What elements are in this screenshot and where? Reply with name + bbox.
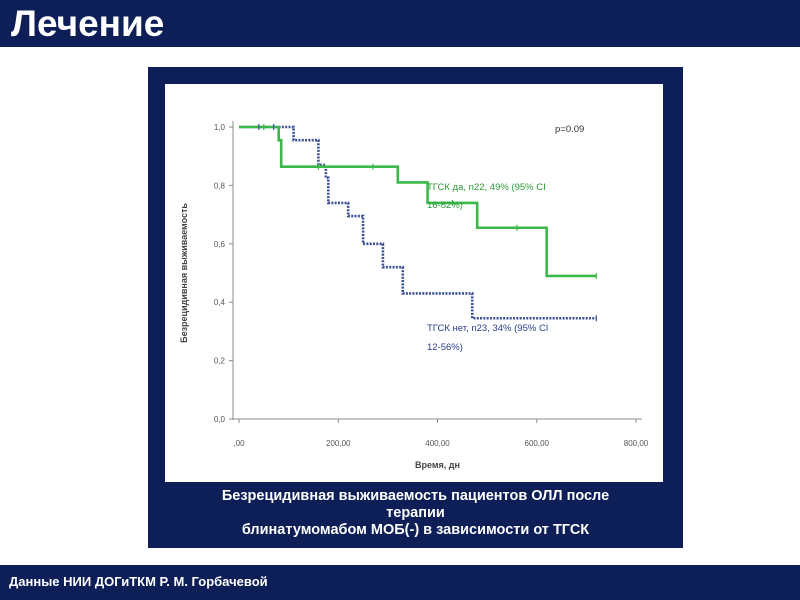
caption-line-1: Безрецидивная выживаемость пациентов ОЛЛ… <box>221 488 610 504</box>
footer-source: Данные НИИ ДОГиТКМ Р. М. Горбачевой <box>9 574 268 589</box>
y-tick-label: 0,4 <box>214 298 226 307</box>
series-label-tgsk-no: 12-56%) <box>427 342 463 353</box>
y-tick-label: 1,0 <box>214 123 226 132</box>
x-tick-label: 800,00 <box>624 439 649 448</box>
x-axis-label: Время, дн <box>415 460 460 470</box>
series-line-tgsk-no <box>239 125 597 320</box>
footer-bar: Данные НИИ ДОГиТКМ Р. М. Горбачевой <box>0 565 800 600</box>
series-label-tgsk-yes: 16-82%) <box>427 200 463 211</box>
p-value-annotation: p=0.09 <box>555 124 584 135</box>
series-label-tgsk-no: ТГСК нет, n23, 34% (95% CI <box>427 323 548 334</box>
chart-caption: Безрецидивная выживаемость пациентов ОЛЛ… <box>148 488 683 539</box>
x-tick-label: ,00 <box>233 439 245 448</box>
km-chart: 0,0 0,2 0,4 0,6 0,8 1,0 ,00 200,00 400,00 600,00 8… <box>179 121 649 470</box>
series-line-tgsk-yes <box>239 125 597 278</box>
caption-line-3: блинатумомабом МОБ(-) в зависимости от Т… <box>241 522 590 538</box>
plot-area: 0,0 0,2 0,4 0,6 0,8 1,0 ,00 200,00 400,00 600,00 8… <box>165 84 663 482</box>
y-axis-label: Безрецидивная выживаемость <box>179 203 189 343</box>
x-tick-label: 400,00 <box>425 439 450 448</box>
y-tick-label: 0,8 <box>214 181 226 190</box>
y-tick-label: 0,2 <box>214 357 226 366</box>
x-tick-label: 600,00 <box>525 439 550 448</box>
x-tick-label: 200,00 <box>326 439 351 448</box>
series-label-tgsk-yes: ТГСК да, n22, 49% (95% CI <box>427 182 546 193</box>
y-tick-label: 0,6 <box>214 240 226 249</box>
slide-title: Лечение <box>11 3 165 44</box>
title-bar: Лечение <box>0 0 800 47</box>
y-tick-label: 0,0 <box>214 415 226 424</box>
caption-line-2: терапии <box>386 505 445 521</box>
